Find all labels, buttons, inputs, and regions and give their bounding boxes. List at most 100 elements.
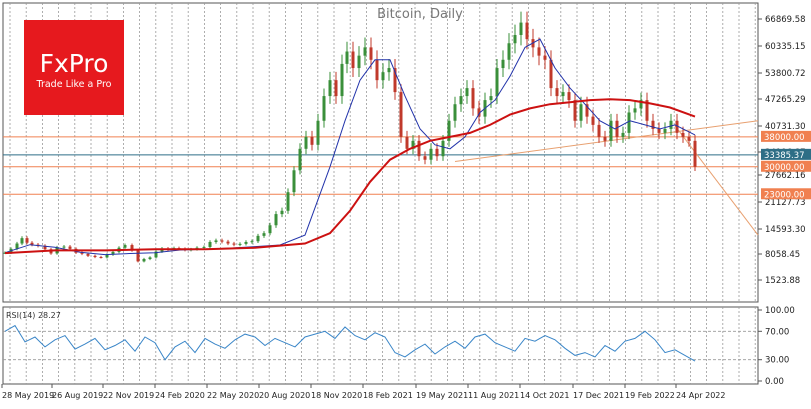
- candle-body: [220, 240, 224, 242]
- rsi-axis-label: 70.00: [765, 327, 789, 337]
- vertical-grid-rsi: [9, 307, 756, 384]
- candle-body: [292, 170, 296, 193]
- candle-body: [687, 136, 691, 141]
- candle-body: [609, 120, 613, 141]
- candle-body: [250, 241, 254, 243]
- candle-body: [639, 100, 643, 109]
- rsi-axis-label: 0.00: [765, 377, 784, 387]
- candle-body: [30, 242, 34, 245]
- candle-body: [453, 104, 457, 121]
- candle-body: [202, 246, 206, 248]
- price-axis-label: 27662.16: [765, 171, 806, 181]
- candle-body: [105, 254, 109, 258]
- time-axis-label: 26 Aug 2019: [52, 391, 103, 400]
- candle-body: [3, 252, 7, 254]
- candle-body: [310, 136, 314, 145]
- price-level-tags: 38000.00 33385.37 30000.00 23000.00: [761, 130, 811, 200]
- candle-body: [513, 34, 517, 44]
- candle-body: [459, 96, 463, 105]
- candle-body: [507, 43, 511, 60]
- candle-body: [579, 104, 583, 121]
- logo-background: [24, 20, 124, 115]
- candle-body: [549, 59, 553, 89]
- candle-body: [351, 51, 355, 69]
- price-panel: Bitcoin, Daily: [2, 2, 759, 303]
- candle-body: [669, 120, 673, 129]
- candle-body: [693, 140, 697, 167]
- price-level-tag-label: 33385.37: [764, 151, 805, 161]
- candle-body: [543, 55, 547, 60]
- price-axis-label: 53800.72: [765, 69, 806, 79]
- time-axis-label: 19 Feb 2022: [625, 391, 675, 400]
- price-level-tag: [761, 188, 811, 200]
- rsi-label: RSI(14) 28.27: [6, 311, 61, 320]
- chart-title: Bitcoin, Daily: [377, 7, 463, 22]
- price-level-tag-label: 30000.00: [764, 163, 805, 173]
- rsi-panel-frame: [2, 306, 759, 385]
- candle-body: [226, 241, 230, 244]
- time-axis-label: 19 May 2021: [416, 391, 468, 400]
- candle-body: [393, 68, 397, 93]
- short-moving-average-line: [4, 38, 696, 256]
- candle-body: [328, 80, 332, 97]
- price-axis-label: 40731.30: [765, 122, 806, 132]
- candle-body: [561, 92, 565, 97]
- logo-tagline: Trade Like a Pro: [36, 79, 112, 90]
- candle-body: [340, 63, 344, 97]
- time-axis-label: 28 May 2019: [2, 391, 54, 400]
- candle-body: [123, 245, 127, 248]
- time-axis-label: 14 Oct 2021: [520, 391, 569, 400]
- candle-body: [471, 88, 475, 109]
- rsi-panel: RSI(14) 28.27: [2, 306, 759, 385]
- candle-body: [316, 120, 320, 145]
- candle-body: [280, 210, 284, 215]
- moving-averages: [4, 38, 696, 256]
- candle-body: [345, 51, 349, 64]
- candle-body: [130, 245, 134, 251]
- price-axis-label: 21127.73: [765, 198, 806, 208]
- time-axis-label: 18 Nov 2020: [311, 391, 362, 400]
- price-axis-label: 14593.30: [765, 225, 806, 235]
- candle-body: [148, 257, 152, 260]
- candle-body: [477, 108, 481, 117]
- time-axis-label: 22 May 2020: [207, 391, 259, 400]
- candle-body: [232, 243, 236, 245]
- price-axis-label: 66869.58: [765, 15, 806, 25]
- price-level-tag: [761, 130, 811, 142]
- candle-body: [597, 124, 601, 137]
- candle-body: [519, 22, 523, 35]
- candle-body: [405, 136, 409, 149]
- candle-body: [591, 116, 595, 125]
- candle-body: [447, 120, 451, 141]
- candle-body: [298, 148, 302, 171]
- candle-body: [567, 92, 571, 101]
- candle-body: [375, 59, 379, 81]
- candle-body: [603, 136, 607, 141]
- time-axis-label: 17 Dec 2021: [573, 391, 624, 400]
- candle-body: [537, 47, 541, 56]
- long-moving-average-line: [4, 98, 696, 255]
- candle-body: [495, 68, 499, 97]
- candle-body: [244, 241, 248, 244]
- candle-body: [238, 243, 242, 245]
- fxpro-logo: FxPro Trade Like a Pro: [24, 20, 124, 115]
- rsi-line: [4, 324, 696, 362]
- time-axis-label: 24 Feb 2020: [155, 391, 205, 400]
- candle-body: [25, 238, 29, 243]
- candle-body: [381, 72, 385, 81]
- logo-text: FxPro: [40, 49, 109, 78]
- time-axis-label: 22 Nov 2019: [103, 391, 154, 400]
- price-axis-label: 47265.29: [765, 95, 806, 105]
- rsi-axis-label: 100.00: [765, 306, 795, 316]
- candle-body: [208, 241, 212, 247]
- price-axis-label: 8058.45: [765, 250, 800, 260]
- time-axis-label: 24 Apr 2022: [676, 391, 725, 400]
- candle-body: [501, 59, 505, 69]
- time-axis-label: 11 Aug 2021: [468, 391, 519, 400]
- price-level-lines: [3, 136, 758, 195]
- candle-body: [68, 246, 72, 249]
- candle-body: [651, 120, 655, 129]
